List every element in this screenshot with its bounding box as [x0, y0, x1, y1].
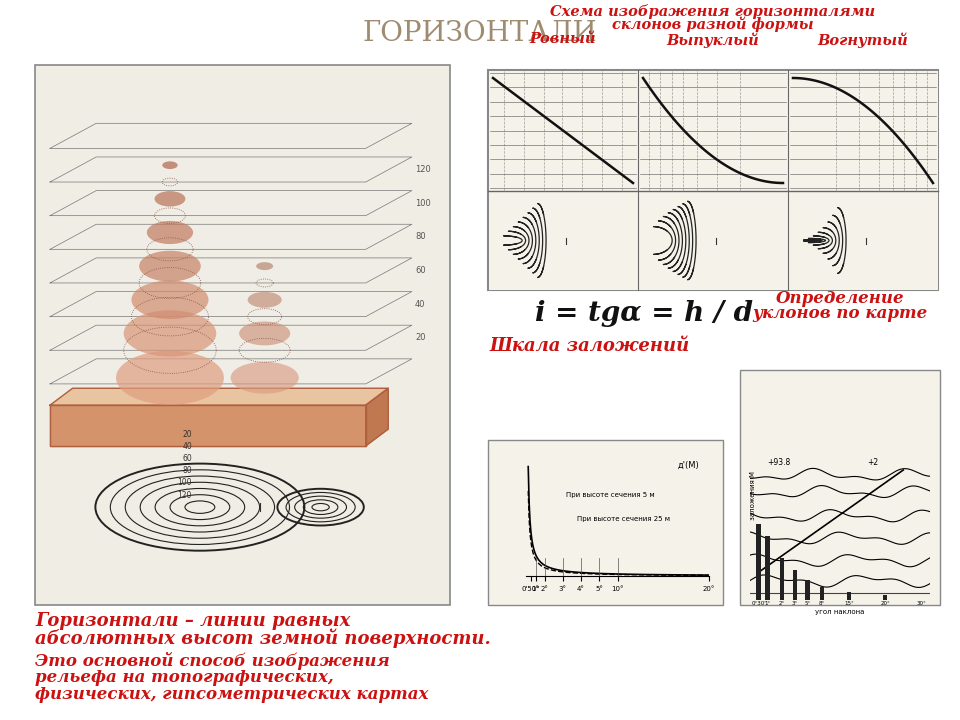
Text: При высоте сечения 5 м: При высоте сечения 5 м: [566, 492, 655, 498]
Text: д'(М): д'(М): [678, 461, 700, 469]
Bar: [638, 192, 787, 289]
Polygon shape: [50, 405, 366, 446]
Polygon shape: [366, 388, 388, 446]
Polygon shape: [50, 359, 412, 384]
Text: 8°: 8°: [819, 601, 825, 606]
Text: 100: 100: [178, 479, 192, 487]
Text: 60: 60: [182, 454, 192, 463]
Bar: [740, 370, 940, 605]
Text: 80: 80: [182, 467, 192, 475]
Text: 20: 20: [415, 333, 425, 342]
Polygon shape: [50, 123, 412, 148]
Polygon shape: [50, 191, 412, 216]
Bar: [756, 524, 761, 600]
Ellipse shape: [162, 161, 178, 169]
Text: 0°30': 0°30': [752, 601, 766, 606]
Text: Выпуклый: Выпуклый: [666, 32, 759, 48]
Ellipse shape: [116, 351, 224, 405]
Text: Горизонтали – линии равных: Горизонтали – линии равных: [35, 612, 350, 630]
Ellipse shape: [230, 362, 299, 394]
Polygon shape: [50, 224, 412, 249]
Bar: [489, 192, 637, 289]
Bar: [488, 70, 938, 290]
Text: уклонов по карте: уклонов по карте: [753, 305, 927, 322]
Text: 60: 60: [415, 266, 425, 275]
Text: i = tgα = h / d: i = tgα = h / d: [535, 300, 753, 327]
Text: рельефа на топографических,: рельефа на топографических,: [35, 669, 334, 686]
Text: Схема изображения горизонталями: Схема изображения горизонталями: [550, 4, 876, 19]
Text: 2°: 2°: [779, 601, 785, 606]
Text: 15°: 15°: [844, 601, 853, 606]
Bar: [793, 570, 797, 600]
Polygon shape: [50, 258, 412, 283]
Polygon shape: [50, 388, 388, 405]
Ellipse shape: [147, 221, 193, 244]
Bar: [638, 71, 787, 191]
Ellipse shape: [155, 191, 185, 207]
Text: 80: 80: [415, 233, 425, 241]
Polygon shape: [50, 157, 412, 182]
Text: абсолютных высот земной поверхности.: абсолютных высот земной поверхности.: [35, 629, 491, 649]
Text: 120: 120: [415, 165, 431, 174]
Text: 120: 120: [178, 490, 192, 500]
Bar: [489, 71, 637, 191]
Bar: [820, 587, 825, 600]
Text: 30°: 30°: [917, 601, 926, 606]
Ellipse shape: [239, 322, 290, 346]
Bar: [788, 71, 938, 191]
Bar: [35, 65, 450, 605]
Polygon shape: [50, 325, 412, 350]
Text: 20: 20: [182, 430, 192, 439]
Polygon shape: [50, 292, 412, 317]
Text: +2: +2: [867, 458, 878, 467]
Text: ГОРИЗОНТАЛИ: ГОРИЗОНТАЛИ: [363, 20, 597, 47]
Text: Вогнутый: Вогнутый: [818, 32, 908, 48]
Text: 20°: 20°: [880, 601, 890, 606]
Text: 1°: 1°: [764, 601, 771, 606]
Bar: [780, 558, 784, 600]
Ellipse shape: [256, 262, 274, 270]
Text: Определение: Определение: [776, 290, 904, 307]
Text: Ровный: Ровный: [530, 32, 596, 46]
Ellipse shape: [248, 292, 281, 307]
Bar: [765, 536, 770, 600]
Bar: [788, 192, 938, 289]
Bar: [805, 580, 809, 600]
Text: Шкала заложений: Шкала заложений: [490, 337, 690, 355]
Text: Это основной способ изображения: Это основной способ изображения: [35, 652, 390, 670]
Bar: [883, 595, 887, 600]
Text: 40: 40: [182, 442, 192, 451]
Text: 3°: 3°: [792, 601, 798, 606]
Text: угол наклона: угол наклона: [815, 609, 865, 615]
Text: 5°: 5°: [804, 601, 810, 606]
Text: При высоте сечения 25 м: При высоте сечения 25 м: [577, 516, 670, 523]
Ellipse shape: [124, 310, 216, 356]
Ellipse shape: [132, 281, 208, 319]
Text: 100: 100: [415, 199, 431, 207]
Bar: [847, 592, 852, 600]
Text: заложения М: заложения М: [750, 471, 756, 520]
Text: +93.8: +93.8: [768, 458, 791, 467]
Ellipse shape: [139, 251, 201, 282]
Text: физических, гипсометрических картах: физических, гипсометрических картах: [35, 686, 428, 703]
Bar: [488, 440, 723, 605]
Text: склонов разной формы: склонов разной формы: [612, 17, 814, 32]
Text: 40: 40: [415, 300, 425, 309]
